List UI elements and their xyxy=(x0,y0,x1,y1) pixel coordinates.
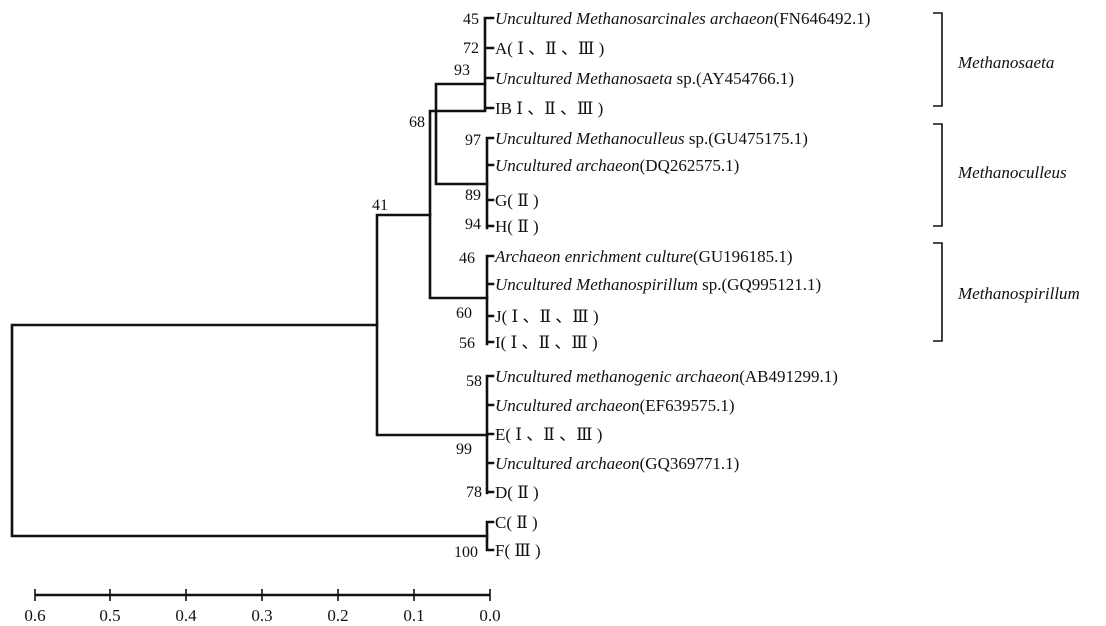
leaf-label: Archaeon enrichment culture(GU196185.1) xyxy=(494,247,793,266)
bootstrap-value: 41 xyxy=(372,197,388,214)
branch-methanosaeta xyxy=(483,16,495,112)
branch-methanoculleus xyxy=(485,136,495,230)
leaf-label: E( Ⅰ 、Ⅱ 、Ⅲ ) xyxy=(495,425,602,444)
scale-tick-label: 0.3 xyxy=(251,606,272,625)
leaf-label: Uncultured archaeon(DQ262575.1) xyxy=(495,156,739,175)
leaf-label: Uncultured Methanoculleus sp.(GU475175.1… xyxy=(495,129,808,148)
leaf-label: Uncultured archaeon(GQ369771.1) xyxy=(495,454,739,473)
leaf-label: J( Ⅰ 、Ⅱ 、Ⅲ ) xyxy=(495,307,599,326)
bootstrap-value: 100 xyxy=(454,544,478,561)
clade-bracket-methanoculleus xyxy=(933,123,943,227)
leaf-label: Uncultured Methanosarcinales archaeon(FN… xyxy=(495,9,870,28)
leaf-label: D( Ⅱ ) xyxy=(495,483,539,502)
branch-methanospirillum xyxy=(485,254,495,346)
bootstrap-value: 56 xyxy=(459,335,475,352)
bootstrap-value: 78 xyxy=(466,484,482,501)
clade-bracket-methanospirillum xyxy=(933,242,943,342)
leaf-label: F( Ⅲ ) xyxy=(495,541,541,560)
leaf-label: H( Ⅱ ) xyxy=(495,217,539,236)
bootstrap-value: 94 xyxy=(465,216,481,233)
scale-tick-label: 0.4 xyxy=(175,606,197,625)
branch-node-68 xyxy=(428,109,489,300)
branch-node-41 xyxy=(375,213,489,437)
leaf-label: Uncultured Methanosaeta sp.(AY454766.1) xyxy=(495,69,794,88)
leaf-label: G( Ⅱ ) xyxy=(495,191,539,210)
branch-root xyxy=(10,323,489,538)
bootstrap-value: 58 xyxy=(466,373,482,390)
leaf-label: Uncultured methanogenic archaeon(AB49129… xyxy=(495,367,838,386)
leaf-labels: Uncultured Methanosarcinales archaeon(FN… xyxy=(494,9,870,560)
branch-cf xyxy=(485,520,495,552)
bootstrap-value: 45 xyxy=(463,11,479,28)
bootstrap-value: 97 xyxy=(465,132,481,149)
leaf-label: IB Ⅰ 、Ⅱ 、Ⅲ ) xyxy=(495,99,603,118)
bootstrap-value: 46 xyxy=(459,250,475,267)
bootstrap-value: 72 xyxy=(463,40,479,57)
scale-tick-label: 0.1 xyxy=(403,606,424,625)
clade-name-methanoculleus: Methanoculleus xyxy=(957,163,1067,182)
scale-tick-label: 0.0 xyxy=(479,606,500,625)
bootstrap-value: 89 xyxy=(465,187,481,204)
bootstrap-values: 45 72 93 97 89 94 68 46 60 56 41 58 99 7… xyxy=(372,11,482,561)
scale-tick-label: 0.5 xyxy=(99,606,120,625)
branch-lower-cluster xyxy=(485,374,495,495)
bootstrap-value: 60 xyxy=(456,305,472,322)
leaf-label: A( Ⅰ 、Ⅱ 、Ⅲ ) xyxy=(495,39,604,58)
clade-name-methanospirillum: Methanospirillum xyxy=(957,284,1080,303)
scale-tick-label: 0.2 xyxy=(327,606,348,625)
bootstrap-value: 99 xyxy=(456,441,472,458)
scale-tick-label: 0.6 xyxy=(24,606,45,625)
tree-branches xyxy=(10,16,495,552)
clade-bracket-methanosaeta xyxy=(933,12,943,107)
scale-axis: 0.6 0.5 0.4 0.3 0.2 0.1 0.0 xyxy=(24,589,501,625)
leaf-label: C( Ⅱ ) xyxy=(495,513,538,532)
bootstrap-value: 93 xyxy=(454,62,470,79)
clade-name-methanosaeta: Methanosaeta xyxy=(957,53,1054,72)
branch-node-68a xyxy=(434,82,489,186)
bootstrap-value: 68 xyxy=(409,114,425,131)
clade-brackets: Methanosaeta Methanoculleus Methanospiri… xyxy=(933,12,1080,342)
leaf-label: Uncultured Methanospirillum sp.(GQ995121… xyxy=(495,275,821,294)
leaf-label: Uncultured archaeon(EF639575.1) xyxy=(495,396,735,415)
leaf-label: I( Ⅰ 、Ⅱ 、Ⅲ ) xyxy=(495,333,598,352)
